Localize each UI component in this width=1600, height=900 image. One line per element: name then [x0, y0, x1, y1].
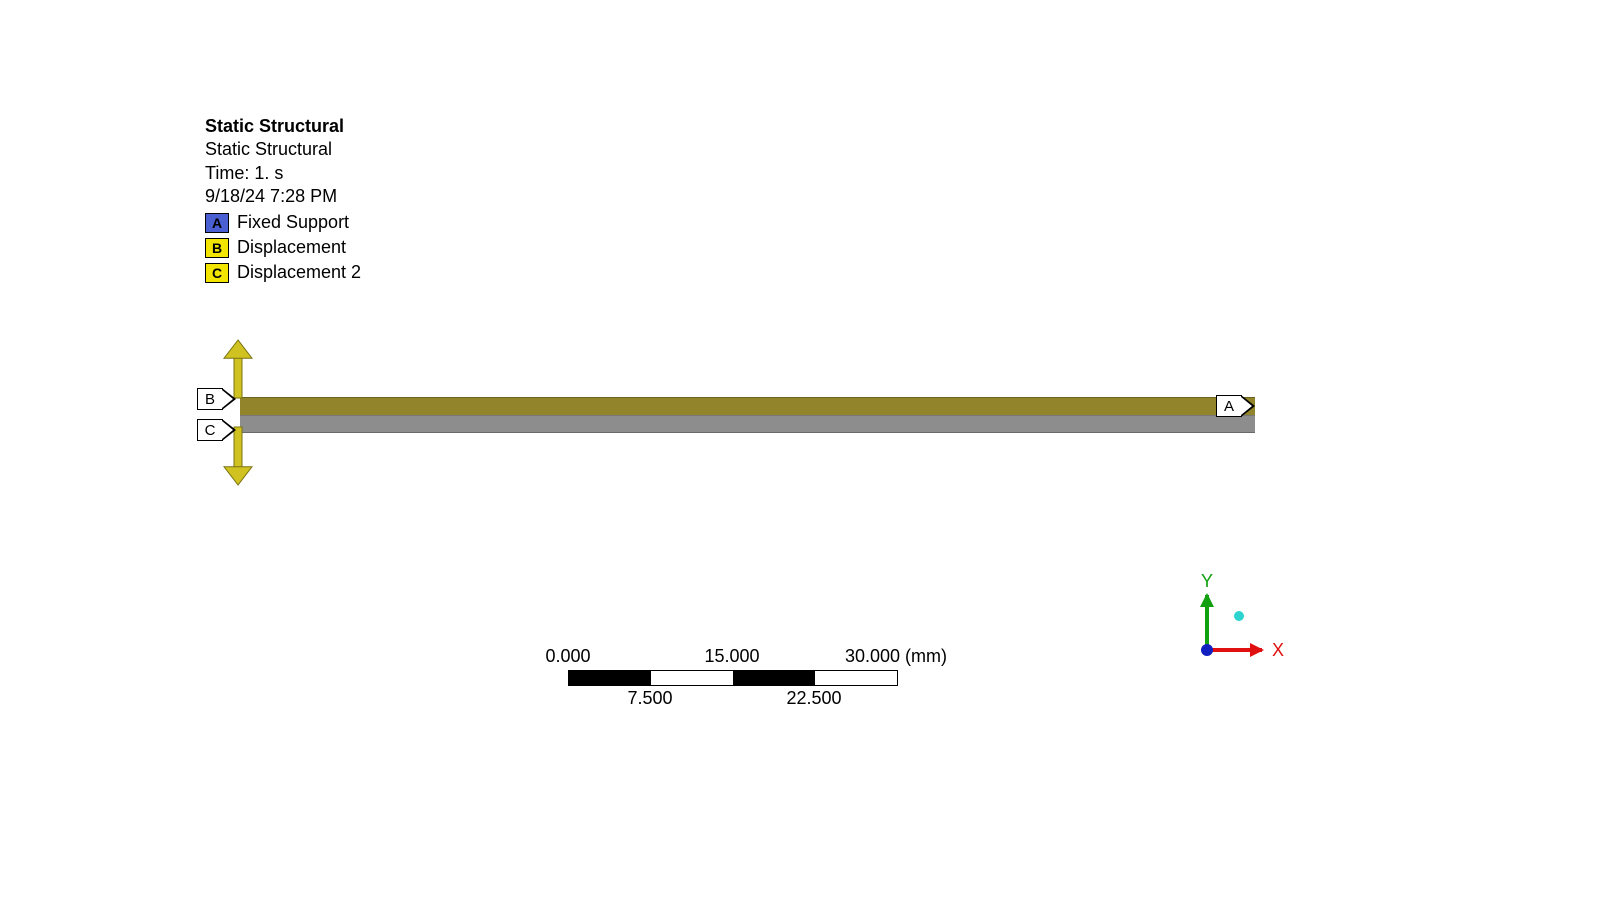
bc-callout-c: C	[197, 419, 223, 441]
scale-label: 0.000	[545, 646, 590, 667]
scale-top-labels: 0.00015.00030.000 (mm)	[568, 646, 896, 670]
analysis-time: Time: 1. s	[205, 162, 344, 185]
scale-label: 22.500	[786, 688, 841, 709]
scale-segment	[569, 671, 651, 685]
triad-y-label: Y	[1201, 571, 1213, 592]
scale-bar: 0.00015.00030.000 (mm) 7.500 22.500	[568, 646, 898, 710]
scale-label: 15.000	[704, 646, 759, 667]
beam-bottom-layer	[240, 415, 1255, 433]
legend-tag-icon: B	[205, 238, 229, 258]
scale-segment	[733, 671, 815, 685]
legend-label: Displacement	[237, 237, 346, 258]
legend-item: A Fixed Support	[205, 212, 361, 233]
analysis-timestamp: 9/18/24 7:28 PM	[205, 185, 344, 208]
analysis-subtitle: Static Structural	[205, 138, 344, 161]
triad-z-origin-icon	[1201, 644, 1213, 656]
legend-tag-icon: C	[205, 263, 229, 283]
scale-segments	[568, 670, 898, 686]
beam-top-layer	[240, 397, 1255, 417]
legend-label: Displacement 2	[237, 262, 361, 283]
scale-label: 7.500	[627, 688, 672, 709]
boundary-condition-legend: A Fixed Support B Displacement C Displacement…	[205, 212, 361, 287]
bc-callout-a: A	[1216, 395, 1242, 417]
triad-view-indicator-icon	[1234, 611, 1244, 621]
bc-callout-letter: B	[200, 391, 220, 408]
triad-x-label: X	[1272, 640, 1284, 661]
legend-tag-icon: A	[205, 213, 229, 233]
bc-callout-letter: A	[1219, 398, 1239, 415]
analysis-info-block: Static Structural Static Structural Time…	[205, 115, 344, 209]
legend-label: Fixed Support	[237, 212, 349, 233]
analysis-title: Static Structural	[205, 115, 344, 138]
scale-segment	[815, 671, 897, 685]
bc-callout-letter: C	[200, 422, 221, 439]
scale-bottom-labels: 7.500 22.500	[568, 686, 896, 710]
bc-callout-b: B	[197, 388, 223, 410]
legend-item: B Displacement	[205, 237, 361, 258]
scale-segment	[651, 671, 733, 685]
scale-label: 30.000 (mm)	[845, 646, 947, 667]
legend-item: C Displacement 2	[205, 262, 361, 283]
